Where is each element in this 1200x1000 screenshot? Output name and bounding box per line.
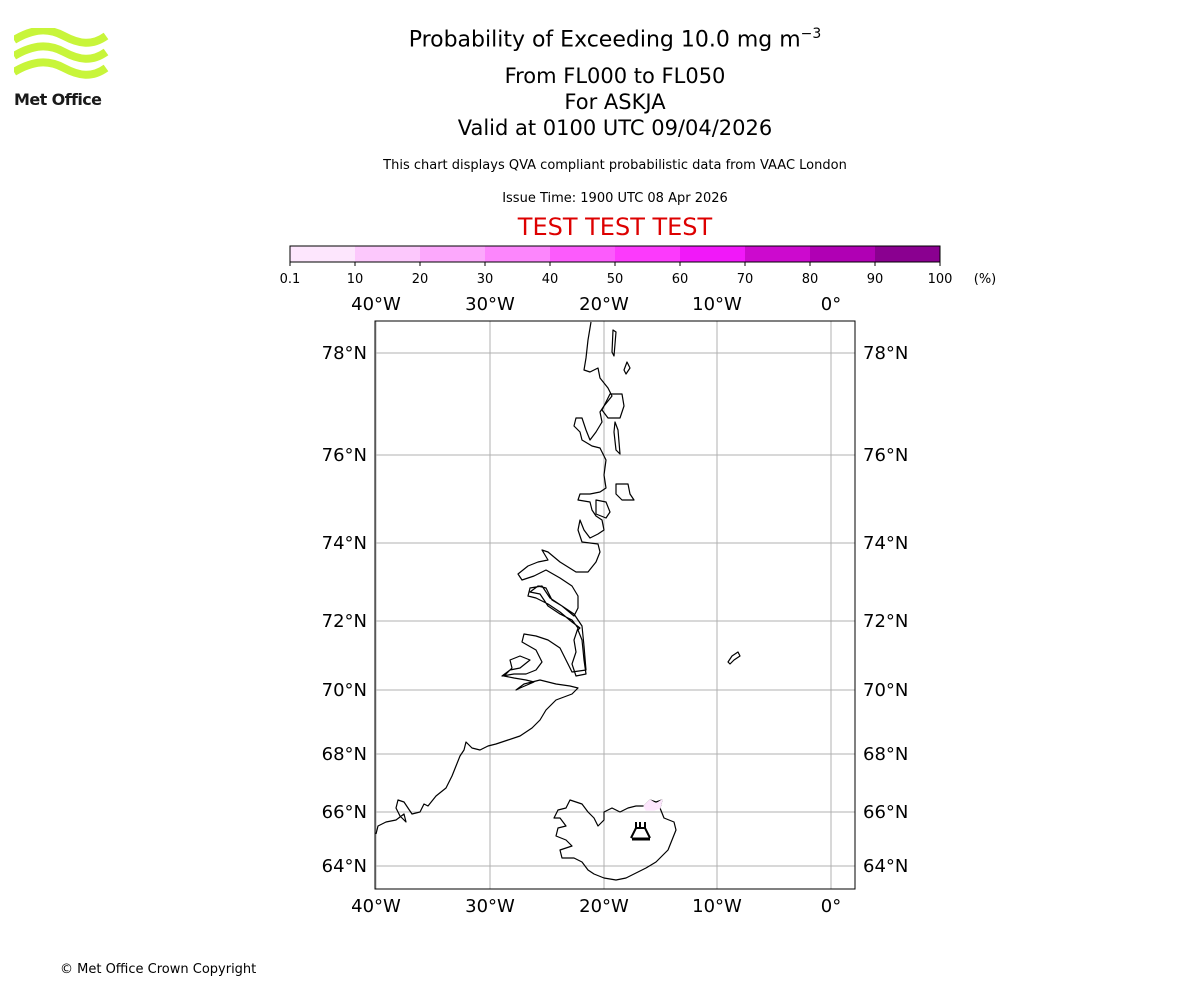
island-small-1 <box>611 329 617 357</box>
island-small-6 <box>595 499 611 519</box>
flight-level-range: From FL000 to FL050 <box>504 64 726 88</box>
colorbar-swatch <box>290 246 355 262</box>
colorbar-swatch <box>875 246 940 262</box>
longitude-labels-top: 40°W 30°W 20°W 10°W 0° <box>351 294 841 315</box>
colorbar-tick-label: 40 <box>542 272 559 287</box>
chart-title: Probability of Exceeding 10.0 mg m−3 <box>408 26 822 53</box>
colorbar-swatch <box>745 246 810 262</box>
latitude-label: 78°N <box>863 343 908 364</box>
longitude-label: 40°W <box>351 294 401 315</box>
colorbar-tick-label: 20 <box>412 272 429 287</box>
longitude-label: 30°W <box>465 294 515 315</box>
latitude-label: 68°N <box>863 744 908 765</box>
probability-patch-outline <box>643 799 663 811</box>
latitude-label: 78°N <box>322 343 367 364</box>
latitude-label: 66°N <box>322 802 367 823</box>
volcano-name: For ASKJA <box>564 90 666 114</box>
colorbar-swatch <box>680 246 745 262</box>
island-small-2 <box>623 361 631 375</box>
longitude-label: 0° <box>821 294 841 315</box>
colorbar-swatch <box>615 246 680 262</box>
longitude-label: 10°W <box>692 294 742 315</box>
met-office-waves-icon <box>11 26 109 79</box>
longitude-label: 10°W <box>692 896 742 917</box>
map-frame <box>374 320 856 890</box>
valid-time: Valid at 0100 UTC 09/04/2026 <box>457 116 773 140</box>
latitude-label: 66°N <box>863 802 908 823</box>
colorbar-tick-label: 70 <box>737 272 754 287</box>
iceland-coastline <box>553 799 677 881</box>
colorbar-swatch <box>420 246 485 262</box>
test-banner: TEST TEST TEST <box>517 213 713 241</box>
longitude-label: 30°W <box>465 896 515 917</box>
issue-time: Issue Time: 1900 UTC 08 Apr 2026 <box>502 191 728 206</box>
chart-description: This chart displays QVA compliant probab… <box>383 158 847 173</box>
colorbar <box>289 245 941 263</box>
colorbar-tick-label: 60 <box>672 272 689 287</box>
colorbar-swatch <box>550 246 615 262</box>
colorbar-tick-label: 10 <box>347 272 364 287</box>
longitude-labels-bottom: 40°W 30°W 20°W 10°W 0° <box>351 896 841 917</box>
latitude-label: 76°N <box>863 445 908 466</box>
colorbar-swatch <box>355 246 420 262</box>
colorbar-labels: 0.1 10 20 30 40 50 60 70 80 90 100 <box>280 262 953 287</box>
greenland-coastline <box>375 321 613 835</box>
colorbar-unit: (%) <box>974 272 997 287</box>
longitude-label: 40°W <box>351 896 401 917</box>
colorbar-tick-label: 80 <box>802 272 819 287</box>
island-small-4 <box>613 421 621 455</box>
latitude-label: 64°N <box>322 856 367 877</box>
colorbar-tick-label: 100 <box>928 272 953 287</box>
latitude-labels-left: 78°N 76°N 74°N 72°N 70°N 68°N 66°N 64°N <box>322 343 367 877</box>
latitude-label: 74°N <box>322 533 367 554</box>
jan-mayen-coastline <box>727 651 741 665</box>
longitude-label: 20°W <box>579 294 629 315</box>
island-small-3 <box>601 393 625 419</box>
colorbar-tick-label: 0.1 <box>280 272 301 287</box>
latitude-label: 64°N <box>863 856 908 877</box>
latitude-label: 72°N <box>863 611 908 632</box>
latitude-label: 74°N <box>863 533 908 554</box>
longitude-label: 0° <box>821 896 841 917</box>
met-office-wordmark: Met Office <box>14 90 102 109</box>
longitude-label: 20°W <box>579 896 629 917</box>
gridlines <box>375 321 855 889</box>
latitude-label: 70°N <box>322 680 367 701</box>
latitude-labels-right: 78°N 76°N 74°N 72°N 70°N 68°N 66°N 64°N <box>863 343 908 877</box>
copyright-notice: © Met Office Crown Copyright <box>60 962 257 977</box>
colorbar-tick-label: 50 <box>607 272 624 287</box>
island-small-5 <box>615 483 635 501</box>
colorbar-swatch <box>485 246 550 262</box>
latitude-label: 70°N <box>863 680 908 701</box>
volcano-icon <box>630 822 651 841</box>
colorbar-swatch <box>810 246 875 262</box>
latitude-label: 68°N <box>322 744 367 765</box>
colorbar-tick-label: 30 <box>477 272 494 287</box>
latitude-label: 72°N <box>322 611 367 632</box>
latitude-label: 76°N <box>322 445 367 466</box>
coastlines <box>375 321 741 881</box>
colorbar-tick-label: 90 <box>867 272 884 287</box>
met-office-logo: Met Office <box>11 26 110 114</box>
